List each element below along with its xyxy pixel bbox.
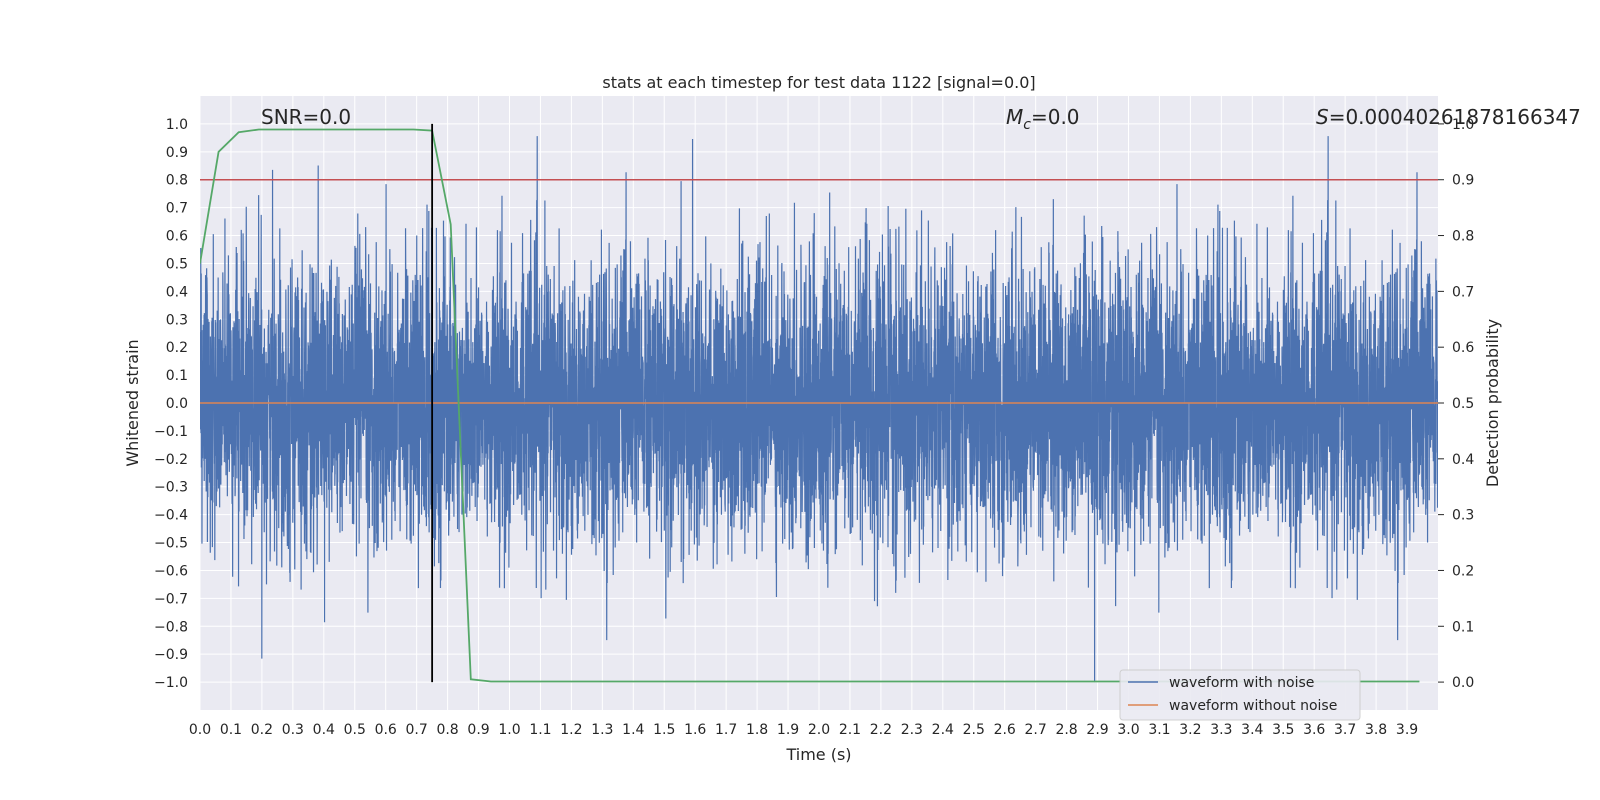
- x-tick-label: 1.6: [684, 722, 706, 738]
- y2-tick-label: 0.2: [1452, 563, 1474, 579]
- y-tick-label: 0.6: [166, 229, 188, 245]
- y-tick-label: −0.8: [154, 619, 188, 635]
- x-tick-label: 1.8: [746, 722, 768, 738]
- y-axis-ticks: 1.0 0.9 0.8 0.7 0.6 0.5 0.4 0.3 0.2 0.1 0.0 −0.1 −0.…: [154, 117, 188, 691]
- y2-tick-label: 1.0: [1452, 117, 1474, 133]
- waveform-with-noise-line: [200, 136, 1438, 683]
- x-tick-label: 0.1: [220, 722, 242, 738]
- x-tick-label: 2.9: [1086, 722, 1108, 738]
- x-tick-label: 3.0: [1117, 722, 1139, 738]
- x-tick-label: 2.4: [932, 722, 954, 738]
- legend-label-noise: waveform with noise: [1169, 675, 1314, 691]
- x-tick-label: 1.4: [622, 722, 644, 738]
- x-tick-label: 3.2: [1179, 722, 1201, 738]
- y2-tick-label: 0.0: [1452, 675, 1474, 691]
- x-axis-ticks: 0.0 0.1 0.2 0.3 0.4 0.5 0.6 0.7 0.8 0.9 1.0 1.1 1.2 1…: [189, 722, 1418, 738]
- x-tick-label: 3.8: [1365, 722, 1387, 738]
- x-tick-label: 3.7: [1334, 722, 1356, 738]
- x-tick-label: 2.3: [901, 722, 923, 738]
- y-tick-label: 0.7: [166, 201, 188, 217]
- y-tick-label: −0.1: [154, 424, 188, 440]
- x-tick-label: 2.0: [808, 722, 830, 738]
- y-tick-label: 0.4: [166, 284, 188, 300]
- x-tick-label: 1.2: [560, 722, 582, 738]
- x-tick-label: 2.7: [1025, 722, 1047, 738]
- x-tick-label: 3.5: [1272, 722, 1294, 738]
- x-tick-label: 0.8: [436, 722, 458, 738]
- x-tick-label: 1.5: [653, 722, 675, 738]
- detection-probability-line: [200, 128, 1420, 683]
- y2-axis-ticks: 1.0 0.9 0.8 0.7 0.6 0.5 0.4 0.3 0.2 0.1 0.0: [1438, 117, 1474, 691]
- y2-tick-label: 0.3: [1452, 508, 1474, 524]
- y2-tick-label: 0.6: [1452, 340, 1474, 356]
- y-tick-label: 0.2: [166, 340, 188, 356]
- y-tick-label: 0.1: [166, 368, 188, 384]
- mc-subscript: c: [1023, 117, 1031, 133]
- y-tick-label: −0.2: [154, 452, 188, 468]
- y-axis-label: Whitened strain: [123, 339, 142, 466]
- x-axis-label: Time (s): [785, 745, 851, 764]
- x-tick-label: 3.3: [1210, 722, 1232, 738]
- mc-annotation: Mc=0.0: [1006, 105, 1080, 133]
- x-tick-label: 2.5: [963, 722, 985, 738]
- y-tick-label: 0.5: [166, 256, 188, 272]
- x-tick-label: 3.9: [1396, 722, 1418, 738]
- y-tick-label: −0.4: [154, 508, 188, 524]
- x-tick-label: 0.9: [467, 722, 489, 738]
- s-value: =0.00040261878166347: [1329, 105, 1581, 129]
- x-tick-label: 3.4: [1241, 722, 1263, 738]
- y2-tick-label: 0.8: [1452, 229, 1474, 245]
- y-tick-label: 0.9: [166, 145, 188, 161]
- legend: waveform with noise waveform without noi…: [1119, 669, 1361, 721]
- x-tick-label: 1.9: [777, 722, 799, 738]
- y-tick-label: 1.0: [166, 117, 188, 133]
- y-tick-label: 0.8: [166, 173, 188, 189]
- y-tick-label: 0.0: [166, 396, 188, 412]
- y-tick-label: 0.3: [166, 312, 188, 328]
- chart-title: stats at each timestep for test data 112…: [602, 73, 1035, 92]
- s-symbol: S: [1316, 105, 1329, 129]
- y2-tick-label: 0.7: [1452, 284, 1474, 300]
- x-tick-label: 0.4: [313, 722, 335, 738]
- x-tick-label: 0.2: [251, 722, 273, 738]
- legend-label-clean: waveform without noise: [1169, 698, 1337, 714]
- x-tick-label: 1.0: [498, 722, 520, 738]
- x-tick-label: 3.1: [1148, 722, 1170, 738]
- legend-box: [1119, 669, 1361, 721]
- y2-axis-label: Detection probability: [1483, 319, 1502, 487]
- y-tick-label: −0.3: [154, 480, 188, 496]
- x-tick-label: 1.1: [529, 722, 551, 738]
- y-tick-label: −0.7: [154, 591, 188, 607]
- y2-tick-label: 0.4: [1452, 452, 1474, 468]
- x-tick-label: 3.6: [1303, 722, 1325, 738]
- y-tick-label: −1.0: [154, 675, 188, 691]
- y-tick-label: −0.9: [154, 647, 188, 663]
- y2-tick-label: 0.9: [1452, 173, 1474, 189]
- x-tick-label: 0.7: [406, 722, 428, 738]
- x-tick-label: 2.1: [839, 722, 861, 738]
- snr-annotation: SNR=0.0: [261, 105, 351, 129]
- x-tick-label: 2.2: [870, 722, 892, 738]
- x-tick-label: 0.5: [344, 722, 366, 738]
- mc-value: =0.0: [1031, 105, 1080, 129]
- series-layer: [200, 123, 1438, 683]
- y-tick-label: −0.5: [154, 536, 188, 552]
- y2-tick-label: 0.5: [1452, 396, 1474, 412]
- x-tick-label: 0.6: [375, 722, 397, 738]
- x-tick-label: 2.6: [994, 722, 1016, 738]
- x-tick-label: 0.0: [189, 722, 211, 738]
- y2-tick-label: 0.1: [1452, 619, 1474, 635]
- x-tick-label: 1.3: [591, 722, 613, 738]
- mc-symbol: M: [1006, 105, 1023, 129]
- y-tick-label: −0.6: [154, 563, 188, 579]
- x-tick-label: 1.7: [715, 722, 737, 738]
- s-annotation: S=0.00040261878166347: [1316, 105, 1581, 129]
- x-tick-label: 2.8: [1055, 722, 1077, 738]
- x-tick-label: 0.3: [282, 722, 304, 738]
